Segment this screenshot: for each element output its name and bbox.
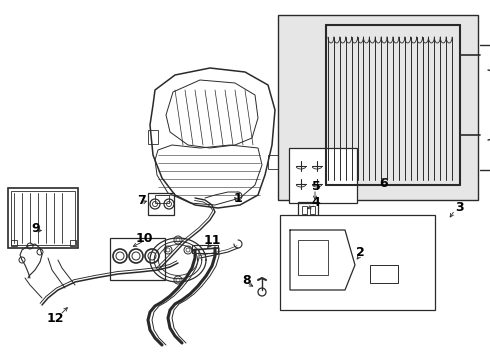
- Text: 11: 11: [203, 234, 221, 247]
- Text: 7: 7: [137, 194, 146, 207]
- Bar: [148, 130, 158, 144]
- Bar: [298, 202, 318, 218]
- Text: 9: 9: [32, 221, 40, 234]
- Bar: [110, 238, 165, 280]
- Bar: [302, 206, 307, 214]
- Bar: [370, 265, 398, 283]
- Text: 8: 8: [243, 274, 251, 287]
- Text: 2: 2: [356, 246, 365, 258]
- Text: 3: 3: [455, 201, 464, 213]
- Bar: [280, 215, 435, 310]
- Bar: [155, 195, 169, 203]
- Bar: [11, 191, 75, 245]
- Bar: [298, 240, 328, 275]
- Bar: [268, 155, 278, 169]
- Text: 4: 4: [312, 195, 320, 208]
- Text: 10: 10: [135, 231, 153, 244]
- Text: 1: 1: [234, 192, 243, 204]
- Text: 6: 6: [380, 176, 388, 189]
- Bar: [148, 193, 174, 215]
- Bar: [289, 148, 357, 203]
- Bar: [70, 240, 76, 246]
- Bar: [11, 240, 17, 246]
- Bar: [192, 245, 218, 253]
- Text: 5: 5: [312, 180, 320, 193]
- Bar: [310, 206, 315, 214]
- Bar: [8, 188, 78, 248]
- Text: 12: 12: [46, 311, 64, 324]
- Bar: [278, 15, 478, 200]
